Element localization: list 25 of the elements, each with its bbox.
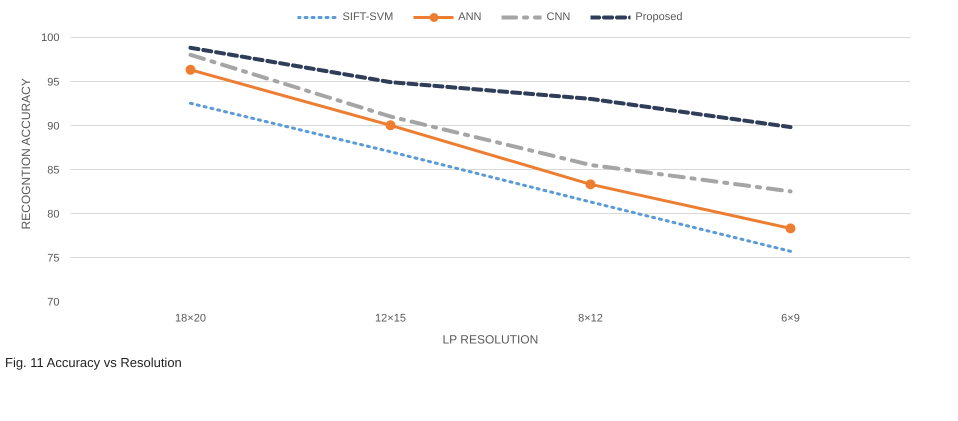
y-tick-label: 80 (47, 208, 60, 220)
x-tick-label: 8×12 (578, 312, 603, 324)
x-tick-label: 12×15 (375, 312, 406, 324)
y-tick-label: 85 (47, 164, 60, 176)
line-series (189, 102, 792, 253)
point (586, 179, 596, 190)
y-axis-title: RECOGNTION ACCURACY (19, 78, 34, 230)
point (386, 120, 396, 130)
legend-label: Proposed (635, 11, 682, 23)
x-tick-label: 18×20 (175, 312, 206, 324)
y-tick-label: 75 (47, 252, 60, 264)
legend-label: ANN (458, 11, 482, 23)
x-tick-label: 6×9 (781, 312, 800, 324)
caption: Fig. 11 Accuracy vs Resolution (5, 354, 182, 372)
y-tick-label: 90 (47, 120, 60, 132)
point (786, 223, 796, 234)
line-series (188, 46, 792, 130)
line-series (188, 52, 792, 194)
legend-label: CNN (546, 11, 570, 23)
legend-label: SIFT-SVM (342, 11, 394, 23)
x-axis-title: LP RESOLUTION (442, 332, 538, 346)
y-tick-label: 70 (47, 296, 60, 308)
y-tick-label: 95 (47, 76, 60, 88)
y-tick-label: 100 (41, 32, 60, 44)
point (186, 64, 196, 75)
